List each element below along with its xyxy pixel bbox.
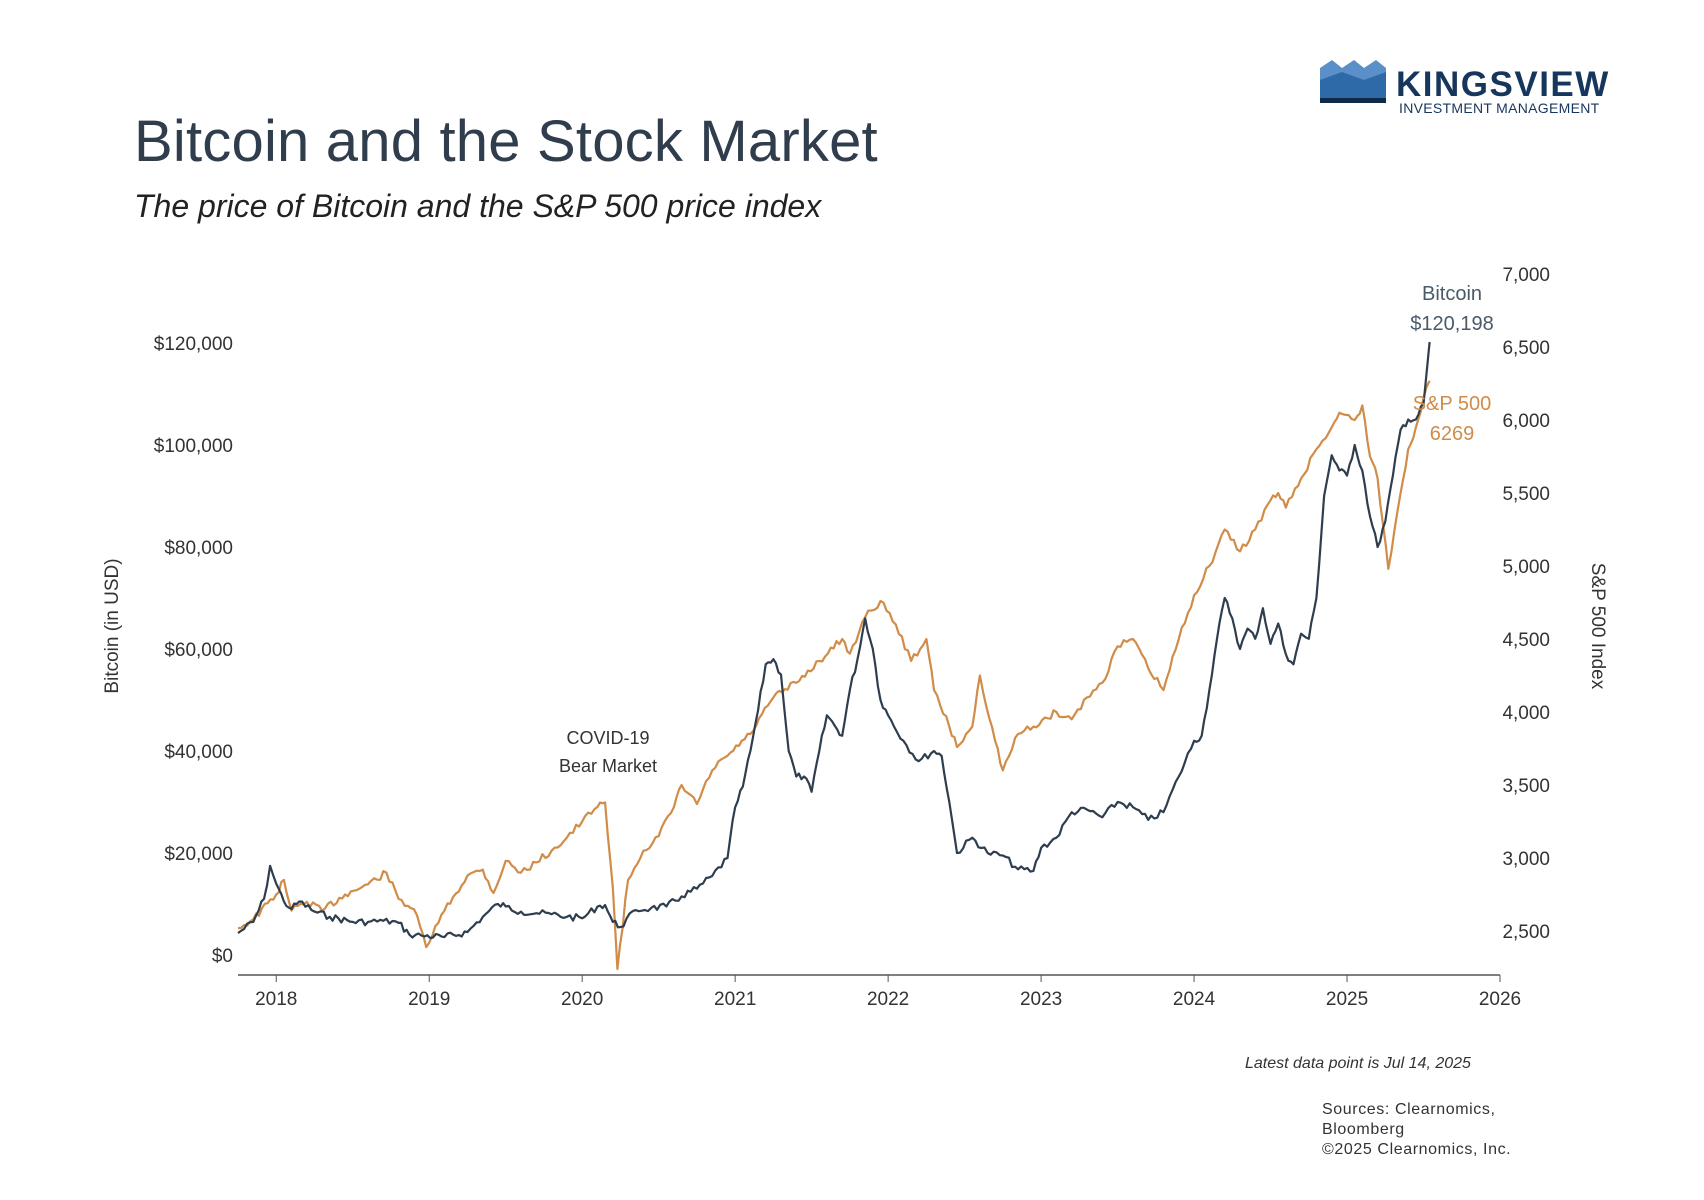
x-tick-label: 2021 (714, 989, 756, 1010)
x-axis-ticks: 2018 2019 2020 2021 2022 2023 2024 2025 2026 (255, 975, 1521, 1010)
page-title: Bitcoin and the Stock Market (134, 109, 878, 174)
left-tick-label: $20,000 (164, 844, 233, 865)
right-axis-ticks: 2,500 3,000 3,500 4,000 4,500 5,000 5,500 6,000… (1502, 265, 1550, 943)
left-tick-label: $80,000 (164, 538, 233, 559)
right-tick-label: 7,000 (1502, 265, 1550, 286)
y-left-axis-label: Bitcoin (in USD) (102, 558, 123, 693)
right-tick-label: 6,000 (1502, 411, 1550, 432)
x-tick-label: 2024 (1173, 989, 1216, 1010)
page-subtitle: The price of Bitcoin and the S&P 500 pri… (134, 188, 822, 224)
sp500-end-label: S&P 500 (1413, 393, 1492, 415)
left-tick-label: $120,000 (154, 334, 233, 355)
x-tick-label: 2020 (561, 989, 603, 1010)
right-tick-label: 2,500 (1502, 922, 1550, 943)
series-line-bitcoin (237, 341, 1431, 940)
crown-icon (1320, 60, 1386, 103)
covid-annotation-line1: COVID-19 (566, 728, 649, 748)
right-tick-label: 5,500 (1502, 484, 1550, 505)
right-tick-label: 4,500 (1502, 630, 1550, 651)
x-tick-label: 2025 (1326, 989, 1368, 1010)
x-tick-label: 2023 (1020, 989, 1062, 1010)
sources-note: Sources: Clearnomics, Bloomberg ©2025 Cl… (1322, 1100, 1511, 1160)
x-tick-label: 2022 (867, 989, 909, 1010)
annotations: COVID-19 Bear Market Bitcoin $120,198 S&… (559, 283, 1494, 776)
bitcoin-end-label: Bitcoin (1422, 283, 1482, 305)
sp500-end-value: 6269 (1430, 423, 1475, 445)
left-tick-label: $100,000 (154, 436, 233, 457)
kingsview-logo: KINGSVIEW INVESTMENT MANAGEMENT (1320, 60, 1610, 116)
logo-tagline: INVESTMENT MANAGEMENT (1399, 100, 1600, 116)
series-line-sp500 (237, 380, 1431, 971)
x-tick-label: 2018 (255, 989, 297, 1010)
copyright-line: ©2025 Clearnomics, Inc. (1322, 1141, 1512, 1158)
right-tick-label: 4,000 (1502, 703, 1550, 724)
x-tick-label: 2019 (408, 989, 450, 1010)
left-tick-label: $60,000 (164, 640, 233, 661)
left-tick-label: $0 (212, 946, 233, 967)
latest-data-note: Latest data point is Jul 14, 2025 (1245, 1055, 1471, 1072)
left-axis-ticks: $0 $20,000 $40,000 $60,000 $80,000 $100,000 $1… (154, 334, 233, 967)
right-tick-label: 6,500 (1502, 338, 1550, 359)
covid-annotation-line2: Bear Market (559, 756, 657, 776)
x-tick-label: 2026 (1479, 989, 1521, 1010)
y-right-axis-label: S&P 500 Index (1587, 563, 1608, 690)
right-tick-label: 3,000 (1502, 849, 1550, 870)
right-tick-label: 5,000 (1502, 557, 1550, 578)
right-tick-label: 3,500 (1502, 776, 1550, 797)
sources-line-1: Sources: Clearnomics, (1322, 1101, 1496, 1118)
sources-line-2: Bloomberg (1322, 1121, 1405, 1138)
left-tick-label: $40,000 (164, 742, 233, 763)
logo-brand: KINGSVIEW (1396, 65, 1610, 104)
bitcoin-end-value: $120,198 (1410, 313, 1493, 335)
